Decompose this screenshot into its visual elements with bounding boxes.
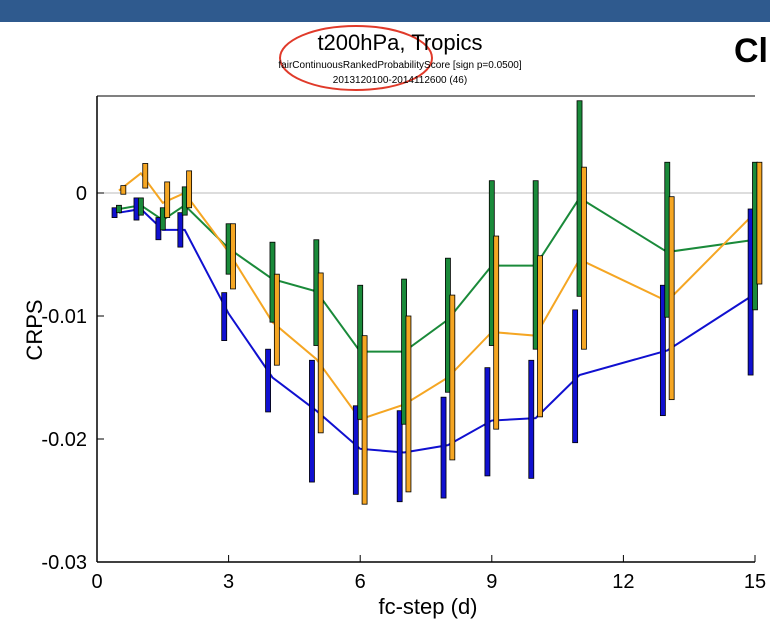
confidence-bar-1 xyxy=(572,309,579,444)
confidence-bar-1 xyxy=(528,359,535,479)
chart-title: t200hPa, Tropics xyxy=(317,30,483,55)
confidence-bar-3 xyxy=(581,166,587,350)
confidence-bar-1 xyxy=(659,284,666,417)
axis-ticks: 0 3 6 9 12 15 0 -0.01 -0.02 -0.03 xyxy=(41,183,766,593)
x-tick-label: 0 xyxy=(91,571,102,593)
y-tick-label: -0.03 xyxy=(41,552,87,574)
confidence-bar-1 xyxy=(265,348,271,413)
chart-marks xyxy=(111,100,763,505)
confidence-bar-3 xyxy=(361,335,368,505)
confidence-bar-2 xyxy=(137,197,144,216)
x-tick-label: 6 xyxy=(355,571,366,593)
confidence-bar-1 xyxy=(352,405,359,495)
confidence-bar-1 xyxy=(484,367,491,477)
x-tick-label: 15 xyxy=(744,571,766,593)
confidence-bar-1 xyxy=(309,359,315,483)
x-tick-label: 3 xyxy=(223,571,234,593)
x-tick-label: 12 xyxy=(612,571,634,593)
confidence-bar-3 xyxy=(668,196,675,401)
series-line-3 xyxy=(118,171,756,421)
confidence-bar-3 xyxy=(537,255,543,418)
series-line-2 xyxy=(118,196,756,353)
confidence-bar-2 xyxy=(116,204,122,214)
confidence-bar-3 xyxy=(186,170,193,209)
x-tick-label: 9 xyxy=(486,571,497,593)
series-line-1 xyxy=(118,207,756,454)
confidence-bar-3 xyxy=(756,161,763,285)
confidence-bar-3 xyxy=(449,294,456,461)
highlight-ellipse xyxy=(279,25,433,91)
chart-period: 2013120100-2014112600 (46) xyxy=(332,75,468,86)
confidence-bar-3 xyxy=(142,163,149,189)
confidence-bar-1 xyxy=(396,410,403,503)
y-axis-title: CRPS xyxy=(22,299,47,360)
confidence-bar-2 xyxy=(159,207,166,231)
confidence-bar-1 xyxy=(221,292,228,342)
y-tick-label: 0 xyxy=(76,183,87,205)
confidence-bar-1 xyxy=(440,396,447,499)
side-heading: Cl xyxy=(734,32,768,70)
chart-subtitle: fairContinuousRankedProbabilityScore [si… xyxy=(278,60,522,71)
y-tick-label: -0.02 xyxy=(41,429,87,451)
confidence-bar-3 xyxy=(317,272,324,434)
confidence-bar-3 xyxy=(120,185,127,195)
y-tick-label: -0.01 xyxy=(41,306,87,328)
top-bar xyxy=(0,0,770,22)
confidence-bar-3 xyxy=(230,223,236,290)
confidence-bar-3 xyxy=(273,273,280,366)
confidence-bar-3 xyxy=(405,315,412,493)
x-axis-title: fc-step (d) xyxy=(378,594,477,619)
confidence-bar-1 xyxy=(177,212,184,248)
confidence-bar-3 xyxy=(164,181,171,218)
confidence-bar-3 xyxy=(493,235,500,430)
